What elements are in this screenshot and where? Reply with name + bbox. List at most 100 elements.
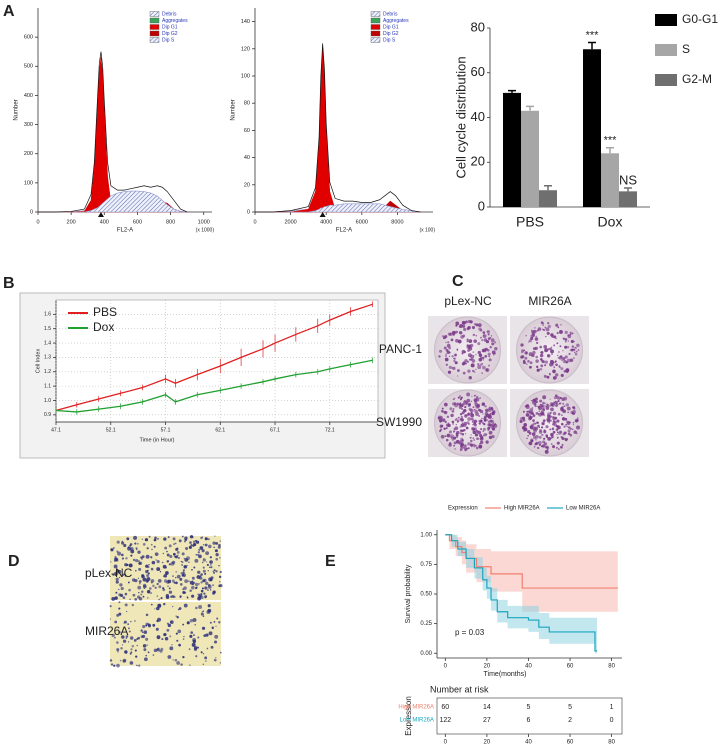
legend-label: High MIR26A — [504, 506, 540, 512]
cell — [537, 424, 540, 428]
cell — [551, 445, 556, 449]
cell — [182, 623, 185, 626]
x-tick-label: 80 — [608, 740, 615, 746]
cell — [551, 403, 555, 407]
cell — [521, 355, 525, 359]
cell — [494, 341, 497, 344]
bar — [503, 92, 521, 207]
cell — [130, 651, 133, 654]
cell — [137, 577, 140, 580]
cell — [544, 326, 547, 329]
cell — [542, 395, 547, 400]
cell — [114, 555, 117, 558]
legend-label: Dip G1 — [383, 24, 399, 30]
risk-count: 60 — [441, 704, 449, 711]
y-axis-label: Number — [14, 99, 20, 120]
cell — [120, 593, 124, 598]
cell — [219, 584, 223, 588]
cell — [140, 629, 143, 632]
cell — [562, 357, 566, 361]
cell — [219, 662, 222, 664]
cell — [176, 639, 179, 642]
bar — [521, 110, 539, 207]
cell — [534, 442, 538, 446]
cell — [172, 537, 176, 541]
cell — [444, 410, 448, 415]
cell — [174, 542, 177, 545]
cell — [218, 575, 222, 579]
cell — [171, 579, 175, 583]
cell — [562, 433, 565, 436]
cell — [532, 414, 536, 418]
cell — [548, 437, 551, 441]
cell — [146, 644, 148, 646]
cell — [529, 408, 534, 412]
confidence-band — [445, 534, 598, 654]
cell — [552, 369, 556, 374]
cell — [163, 602, 166, 606]
risk-table-ylabel: Expression — [404, 696, 413, 736]
x-tick-label: 20 — [484, 740, 491, 746]
cell — [527, 360, 530, 363]
cell — [448, 365, 452, 369]
cell — [459, 398, 462, 401]
cell — [155, 627, 159, 631]
cell — [119, 583, 123, 587]
cell — [175, 576, 177, 579]
cell — [450, 434, 454, 439]
cell — [452, 408, 455, 410]
cell — [461, 432, 465, 436]
cell — [552, 411, 557, 416]
cell — [555, 363, 558, 367]
cell — [156, 595, 159, 597]
cell — [539, 399, 543, 403]
risk-count: 5 — [527, 704, 531, 711]
cell — [489, 412, 492, 415]
cell — [524, 356, 528, 360]
cell — [452, 423, 454, 425]
cell — [154, 536, 157, 540]
cell — [131, 578, 136, 582]
cell — [125, 637, 128, 639]
cell — [207, 570, 209, 572]
cell — [487, 423, 491, 427]
cell — [186, 597, 189, 599]
cell — [135, 655, 138, 658]
y-tick-label: 0 — [478, 198, 485, 213]
cell — [188, 545, 192, 549]
cell — [538, 406, 543, 411]
cell — [175, 571, 177, 573]
cell — [444, 420, 447, 423]
cell — [531, 432, 536, 436]
cell — [463, 350, 467, 354]
cell — [559, 330, 563, 334]
x-axis-label: Time(months) — [484, 671, 527, 678]
cell — [135, 558, 139, 563]
y-tick-label: 300 — [24, 122, 33, 128]
x-tick-label: 40 — [525, 664, 532, 670]
cell — [167, 623, 172, 628]
cell — [148, 535, 151, 538]
cell — [559, 396, 562, 400]
cell — [197, 553, 200, 556]
y-axis-label: Number — [231, 99, 237, 120]
cell — [184, 579, 189, 584]
cell — [448, 443, 452, 447]
cell — [219, 651, 222, 654]
risk-table-title: Number at risk — [430, 684, 489, 694]
cell — [468, 402, 471, 406]
cell — [467, 319, 471, 324]
risk-count: 5 — [568, 704, 572, 711]
cell — [537, 447, 540, 449]
cell — [202, 663, 205, 666]
cell — [213, 546, 215, 549]
cell — [152, 623, 156, 627]
cell — [183, 586, 187, 590]
cell — [188, 648, 191, 651]
cell — [563, 405, 566, 407]
cell — [449, 407, 453, 411]
cell — [179, 596, 182, 599]
x-tick-label: 0 — [36, 219, 39, 225]
cell — [192, 617, 197, 622]
risk-count: 122 — [439, 717, 451, 724]
